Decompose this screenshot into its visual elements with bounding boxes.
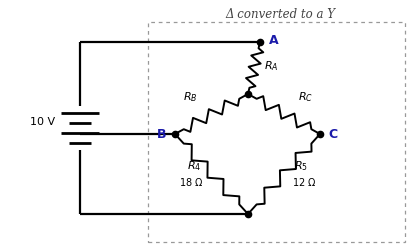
Text: $\mathbf{B}$: $\mathbf{B}$ (156, 128, 167, 141)
Text: Δ converted to a Y: Δ converted to a Y (225, 8, 335, 21)
Bar (148, 22, 405, 242)
Text: $R_B$: $R_B$ (183, 90, 197, 104)
Text: $R_4$: $R_4$ (187, 159, 202, 173)
Text: $R_A$: $R_A$ (264, 59, 278, 73)
Text: 10 V: 10 V (30, 117, 55, 127)
Text: $R_C$: $R_C$ (298, 90, 313, 104)
Text: $\mathbf{C}$: $\mathbf{C}$ (328, 128, 339, 141)
Text: $R_5$: $R_5$ (294, 159, 308, 173)
Text: $\mathbf{A}$: $\mathbf{A}$ (268, 34, 280, 47)
Text: 12 $\Omega$: 12 $\Omega$ (292, 176, 317, 188)
Text: 18 $\Omega$: 18 $\Omega$ (179, 176, 204, 188)
